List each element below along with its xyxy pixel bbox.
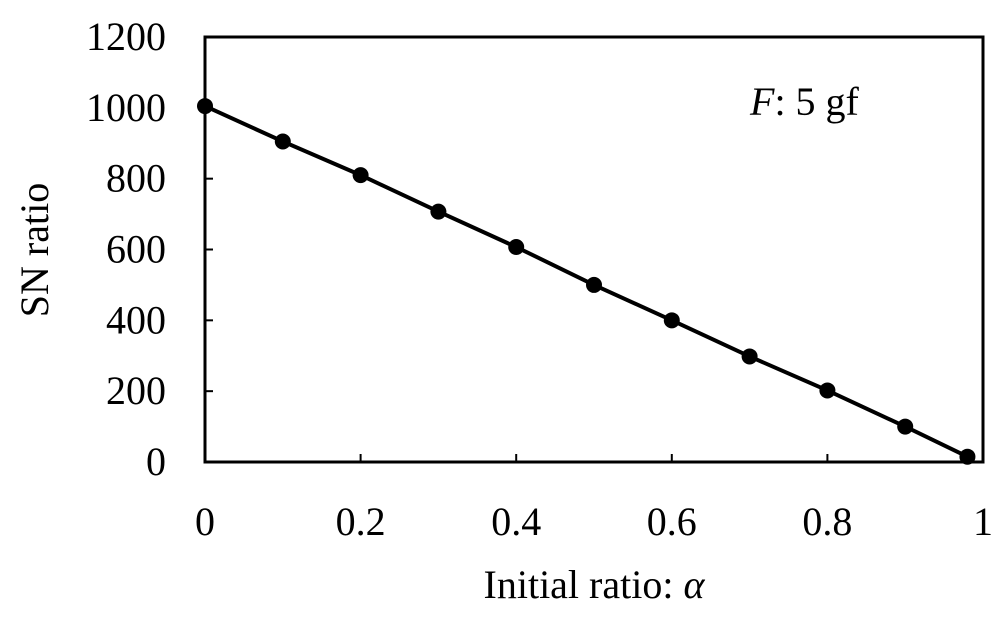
- y-tick-label: 1000: [86, 85, 166, 130]
- data-point: [741, 348, 758, 365]
- y-tick-label: 0: [146, 439, 166, 484]
- x-tick-label: 0.2: [336, 499, 386, 544]
- data-point: [897, 418, 914, 435]
- x-tick-label: 0.8: [802, 499, 852, 544]
- data-point: [352, 167, 369, 184]
- x-tick-label: 0: [195, 499, 215, 544]
- data-point: [508, 239, 525, 256]
- y-tick-label: 200: [106, 368, 166, 413]
- data-point: [274, 133, 291, 150]
- series-layer: [197, 98, 976, 465]
- data-point: [197, 98, 213, 115]
- y-tick-label: 800: [106, 156, 166, 201]
- y-tick-label: 600: [106, 227, 166, 272]
- y-tick-label: 400: [106, 297, 166, 342]
- data-point: [663, 312, 680, 329]
- x-tick-label: 1: [973, 499, 993, 544]
- data-point: [819, 382, 836, 399]
- data-point: [586, 276, 602, 293]
- x-axis-title: Initial ratio: α: [484, 562, 706, 607]
- y-tick-label: 1200: [86, 14, 166, 59]
- y-axis-ticks: 0 200 400 600 800 1000 1200: [86, 14, 213, 484]
- x-axis-ticks: 0 0.2 0.4 0.6 0.8 1: [195, 454, 993, 544]
- data-point: [430, 203, 447, 220]
- y-axis-title: SN ratio: [12, 183, 57, 317]
- force-annotation: F: 5 gf: [749, 79, 860, 124]
- x-tick-label: 0.4: [491, 499, 541, 544]
- plot-frame: [203, 35, 985, 464]
- series-line: [204, 104, 969, 459]
- x-tick-label: 0.6: [647, 499, 697, 544]
- data-point: [959, 448, 976, 465]
